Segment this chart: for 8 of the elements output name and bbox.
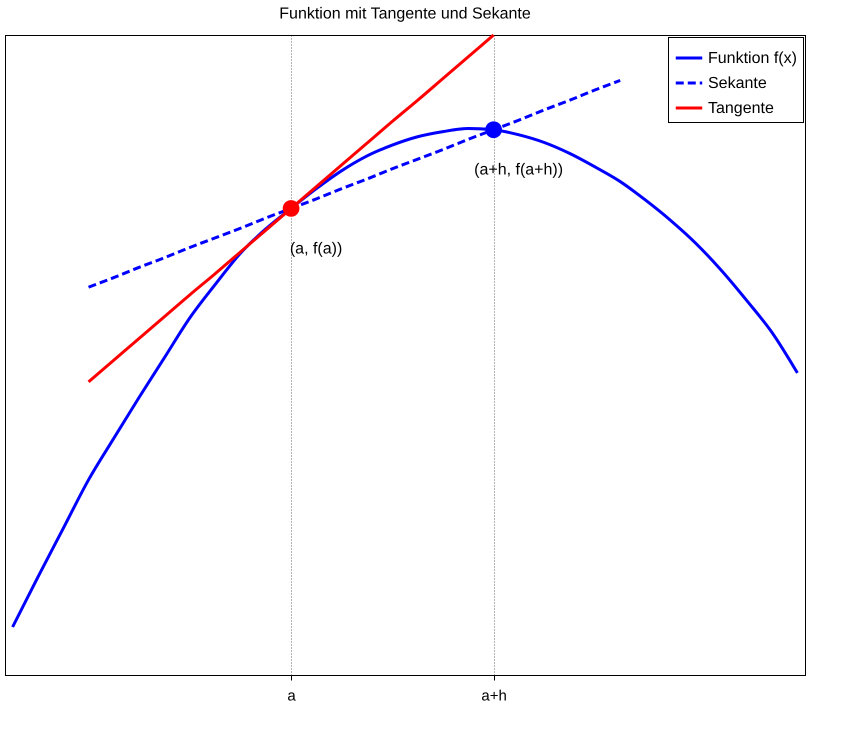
legend-label: Funktion f(x): [708, 50, 797, 67]
annotation: (a, f(a)): [290, 240, 342, 258]
x-tick-label: a+h: [481, 688, 507, 704]
chart-title: Funktion mit Tangente und Sekante: [279, 6, 531, 22]
annotation: (a+h, f(a+h)): [474, 162, 564, 179]
x-tick-label: a: [287, 688, 296, 704]
legend-label: Tangente: [708, 100, 774, 117]
legend-label: Sekante: [708, 75, 767, 92]
